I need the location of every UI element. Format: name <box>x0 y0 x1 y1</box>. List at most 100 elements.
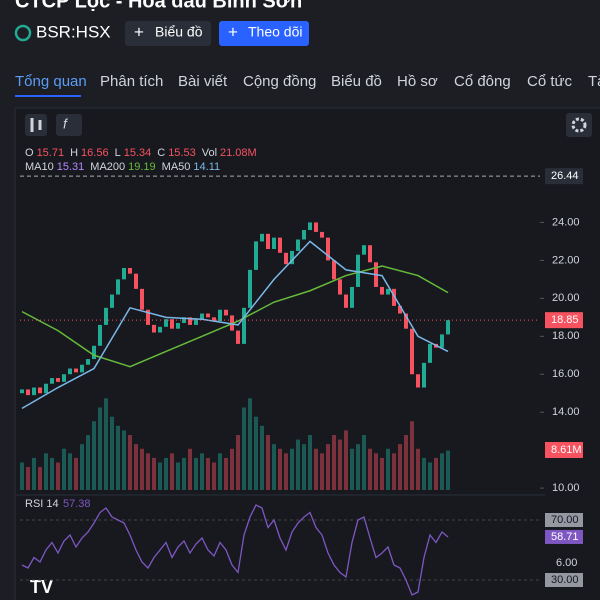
ohlc-value: 21.08M <box>220 147 257 159</box>
symbol: BSR:HSX <box>36 22 111 41</box>
volume-bar <box>392 453 396 490</box>
volume-bar <box>410 421 414 490</box>
tab[interactable]: Cổ tức <box>527 73 573 90</box>
ohlc-value: 15.71 <box>37 147 65 159</box>
ohlc-value: 16.56 <box>81 147 109 159</box>
candle-body <box>74 368 78 373</box>
ma-value: 15.31 <box>57 161 85 173</box>
y-tick-label: 20.00 <box>552 292 580 304</box>
candle-body <box>26 389 30 396</box>
volume-bar <box>446 450 450 490</box>
rsi-name: RSI 14 <box>25 498 59 510</box>
rsi-line <box>21 504 449 596</box>
candle-body <box>212 317 216 322</box>
candle-body <box>92 345 96 360</box>
candle-body <box>386 288 390 295</box>
volume-bar <box>260 425 264 490</box>
volume-bar <box>434 457 438 490</box>
y-tick-label: 24.00 <box>552 216 580 228</box>
y-tick-label: 18.00 <box>552 330 580 342</box>
candle-body <box>86 359 90 365</box>
tab[interactable]: Tổng quan <box>15 73 87 90</box>
tab[interactable]: Bài viết <box>178 73 228 90</box>
follow-button[interactable] <box>219 21 309 46</box>
candle-body <box>44 383 48 394</box>
candle-body <box>110 294 114 308</box>
chart-button[interactable] <box>125 21 211 46</box>
ohlc-value: 15.34 <box>124 147 152 159</box>
candle-tool[interactable] <box>25 114 47 136</box>
candle-body <box>20 389 24 394</box>
ohlc-key: Vol <box>202 147 217 159</box>
candle-body <box>50 378 54 384</box>
fx-icon: f <box>63 116 69 132</box>
candle-body <box>392 288 396 306</box>
ma-key: MA200 <box>90 161 125 173</box>
volume-bar <box>26 467 30 490</box>
volume-bar <box>248 398 252 490</box>
candle-body <box>68 368 72 375</box>
ma-value: 19.19 <box>128 161 156 173</box>
volume-bar <box>326 444 330 490</box>
indicator-tool[interactable] <box>56 114 82 136</box>
rsi-tick-label: 30.00 <box>551 574 579 586</box>
settings-icon <box>571 117 587 133</box>
candle-body <box>188 317 192 325</box>
volume-bar <box>308 435 312 490</box>
volume-bar <box>218 453 222 490</box>
candle-body <box>170 319 174 329</box>
volume-bar <box>56 462 60 490</box>
candle-body <box>56 378 60 382</box>
volume-bar <box>128 435 132 490</box>
rsi-last-label: 58.71 <box>551 531 579 543</box>
tab[interactable]: Phân tích <box>100 73 163 90</box>
candle-body <box>308 222 312 231</box>
candle-body <box>326 237 330 261</box>
tab[interactable]: Biểu đồ <box>331 73 382 90</box>
y-tick-label: 14.00 <box>552 406 580 418</box>
page-title: CTCP Lọc - Hóa dầu Bình Sơn <box>15 0 302 12</box>
volume-bar <box>92 421 96 490</box>
volume-bar <box>344 430 348 490</box>
rsi-last-bg <box>545 529 583 544</box>
candle-body <box>272 237 276 250</box>
symbol-icon <box>14 24 32 42</box>
volume-bar <box>422 457 426 490</box>
candle-body <box>98 324 102 346</box>
candle-body <box>248 269 252 308</box>
candle-body <box>284 252 288 265</box>
volume-bar <box>182 457 186 490</box>
volume-bar <box>398 444 402 490</box>
tab[interactable]: Hồ sơ <box>397 73 438 90</box>
ma-value: 14.11 <box>193 161 220 173</box>
volume-bar <box>338 439 342 490</box>
volume-bar <box>68 453 72 490</box>
tab[interactable]: Tà <box>588 73 600 90</box>
y-tick-label: 16.00 <box>552 368 580 380</box>
follow-button-label: Theo dõi <box>248 24 302 40</box>
volume-bar <box>266 435 270 490</box>
candle-body <box>116 279 120 295</box>
rsi-value: 57.38 <box>63 498 91 510</box>
tab[interactable]: Cổ đông <box>454 73 511 90</box>
candle-body <box>176 323 180 329</box>
volume-bar <box>302 444 306 490</box>
volume-label-bg <box>545 442 583 458</box>
tab[interactable]: Cộng đồng <box>243 73 316 90</box>
volume-bar <box>380 457 384 490</box>
candle-body <box>446 320 450 335</box>
candle-body <box>380 286 384 295</box>
tabs: Tổng quan Phân tích Bài viết Cộng đồng Biểu … <box>15 73 600 97</box>
tab-underline <box>15 95 81 97</box>
volume-bar <box>122 430 126 490</box>
volume-bar <box>386 448 390 490</box>
candle-body <box>158 326 162 333</box>
settings-button[interactable] <box>566 113 592 137</box>
candle-body <box>164 319 168 327</box>
high-label: 26.44 <box>551 170 579 182</box>
volume-bar <box>188 448 192 490</box>
candle-body <box>440 334 444 348</box>
candle-body <box>218 309 222 322</box>
volume-bar <box>170 453 174 490</box>
candle-body <box>146 309 150 325</box>
